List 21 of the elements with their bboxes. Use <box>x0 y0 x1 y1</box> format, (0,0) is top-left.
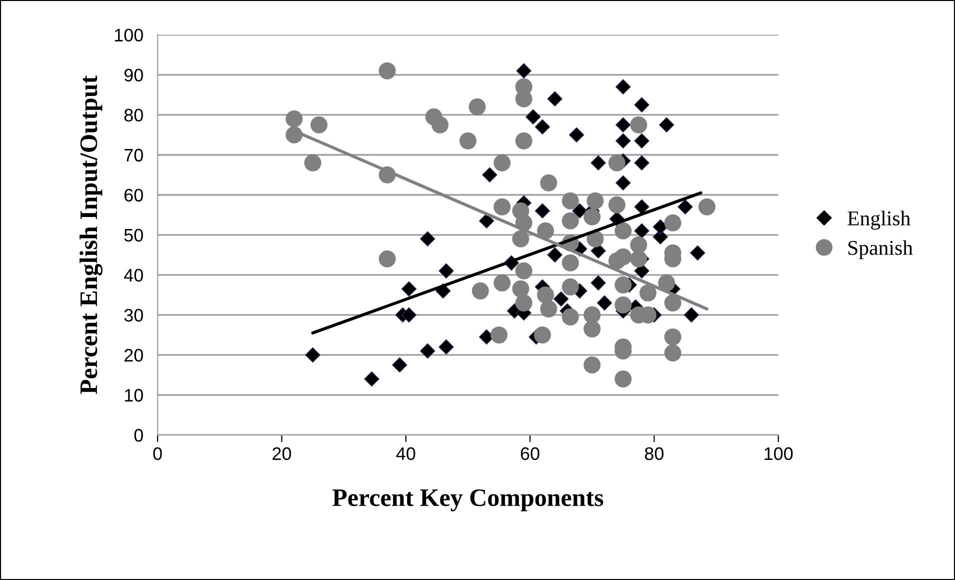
x-tick-label: 60 <box>520 447 540 460</box>
x-tick-label: 20 <box>272 447 292 460</box>
y-tick-label: 20 <box>124 348 143 362</box>
y-tick-label: 80 <box>124 108 143 122</box>
y-tick-label: 100 <box>114 28 143 42</box>
x-tick-label: 0 <box>153 447 162 460</box>
y-tick-label: 50 <box>124 228 143 242</box>
y-tick-label: 30 <box>124 308 143 322</box>
y-tick-label: 60 <box>124 188 143 202</box>
y-tick-label: 40 <box>124 268 143 282</box>
y-tick-label: 10 <box>124 388 143 402</box>
legend-label: English <box>848 210 910 230</box>
x-axis-title: Percent Key Components <box>332 489 604 512</box>
x-tick-label: 100 <box>764 447 793 460</box>
y-axis-title: Percent English Input/Output <box>80 75 102 394</box>
legend-label: Spanish <box>848 240 913 260</box>
x-tick-label: 80 <box>644 447 664 460</box>
y-tick-label: 70 <box>124 148 143 162</box>
y-tick-label: 0 <box>134 428 143 442</box>
y-tick-label: 90 <box>124 68 143 82</box>
x-tick-label: 40 <box>396 447 416 460</box>
